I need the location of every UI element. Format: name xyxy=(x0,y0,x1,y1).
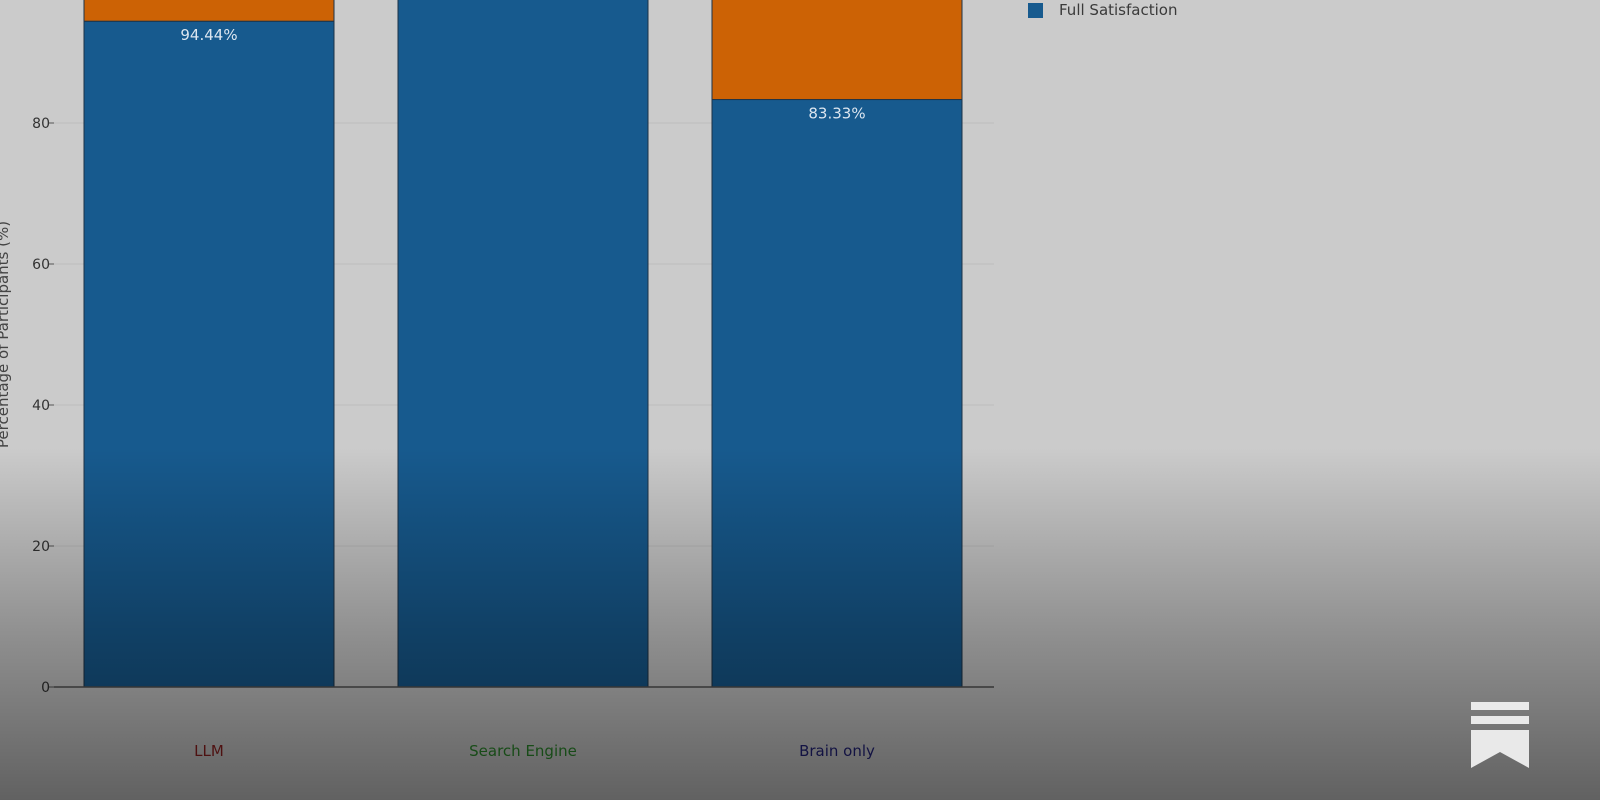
bookmark-icon[interactable] xyxy=(1471,702,1529,768)
data-label-llm: 94.44% xyxy=(180,26,237,44)
x-tick-label-search-engine: Search Engine xyxy=(469,742,577,760)
bar-brain-only-series-0 xyxy=(711,99,963,688)
bar-search-engine-series-0 xyxy=(397,0,649,688)
y-tick-label-20: 20 xyxy=(32,539,50,555)
bar-llm-series-0 xyxy=(83,20,335,688)
y-tick-label-0: 0 xyxy=(41,680,50,696)
y-tick-label-40: 40 xyxy=(32,398,50,414)
legend-label-full-satisfaction: Full Satisfaction xyxy=(1059,1,1178,19)
x-tick-label-llm: LLM xyxy=(194,742,224,760)
y-axis-title: Percentage of Participants (%) xyxy=(0,221,12,448)
data-label-brain-only: 83.33% xyxy=(808,105,865,123)
legend-swatch-full-satisfaction xyxy=(1028,2,1043,18)
y-tick-label-60: 60 xyxy=(32,257,50,273)
bar-llm-series-1 xyxy=(83,0,335,22)
legend: Full Satisfaction xyxy=(1028,1,1177,19)
y-tick-label-80: 80 xyxy=(32,116,50,132)
bar-brain-only-series-1 xyxy=(711,0,963,101)
x-tick-label-brain-only: Brain only xyxy=(799,742,875,760)
